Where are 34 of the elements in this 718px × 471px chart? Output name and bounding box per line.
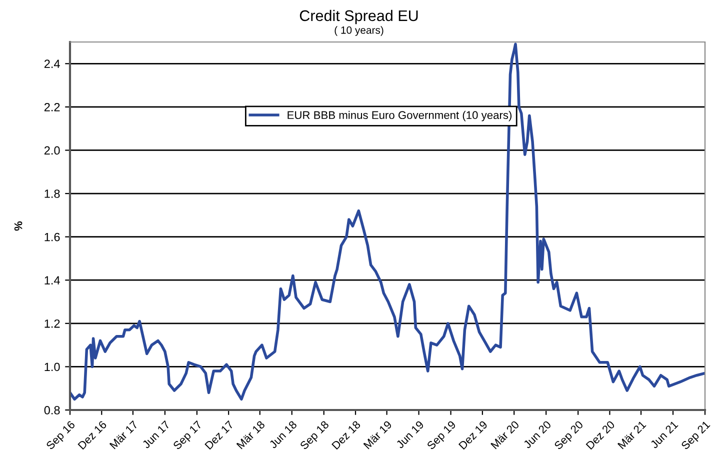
y-tick-label: 2.0 [44, 146, 60, 155]
x-tick-label: Jun 20 [522, 420, 552, 449]
chart-title: Credit Spread EU [300, 10, 418, 24]
x-tick-label: Jun 19 [396, 420, 424, 449]
x-tick-label: Sep 19 [426, 420, 458, 452]
y-axis-title: % [14, 221, 22, 231]
legend-label: EUR BBB minus Euro Government (10 years) [288, 110, 512, 122]
x-tick-label: Mär 20 [490, 420, 520, 450]
y-tick-label: 0.8 [44, 406, 60, 414]
x-tick-label: Dez 16 [78, 420, 108, 450]
x-tick-label: Dez 19 [458, 420, 488, 450]
y-tick-label: 1.2 [44, 319, 60, 328]
x-tick-label: Sep 17 [172, 420, 204, 452]
x-tick-label: Dez 17 [204, 420, 234, 450]
x-tick-label: Jun 17 [142, 420, 170, 449]
x-tick-label: Sep 20 [554, 420, 586, 452]
y-tick-label: 1.4 [44, 276, 60, 284]
x-tick-label: Sep 21 [680, 420, 712, 452]
x-tick-label: Mär 19 [363, 420, 392, 450]
x-tick-label: Jun 21 [650, 420, 678, 449]
x-tick-label: Mär 17 [109, 420, 138, 450]
y-tick-label: 1.0 [44, 362, 60, 372]
x-tick-label: Mär 18 [236, 420, 266, 450]
x-tick-label: Sep 18 [300, 420, 331, 452]
x-tick-label: Sep 16 [46, 420, 77, 452]
x-tick-label: Mär 21 [617, 420, 646, 450]
x-tick-label: Jun 18 [268, 420, 298, 449]
y-tick-label: 2.2 [44, 102, 60, 112]
chart-subtitle: ( 10 years) [334, 26, 384, 36]
y-tick-label: 1.6 [44, 232, 60, 242]
y-tick-label: 2.4 [44, 60, 60, 68]
x-tick-label: Dez 18 [331, 420, 361, 450]
y-tick-label: 1.8 [44, 190, 60, 198]
x-tick-label: Dez 20 [586, 420, 616, 450]
